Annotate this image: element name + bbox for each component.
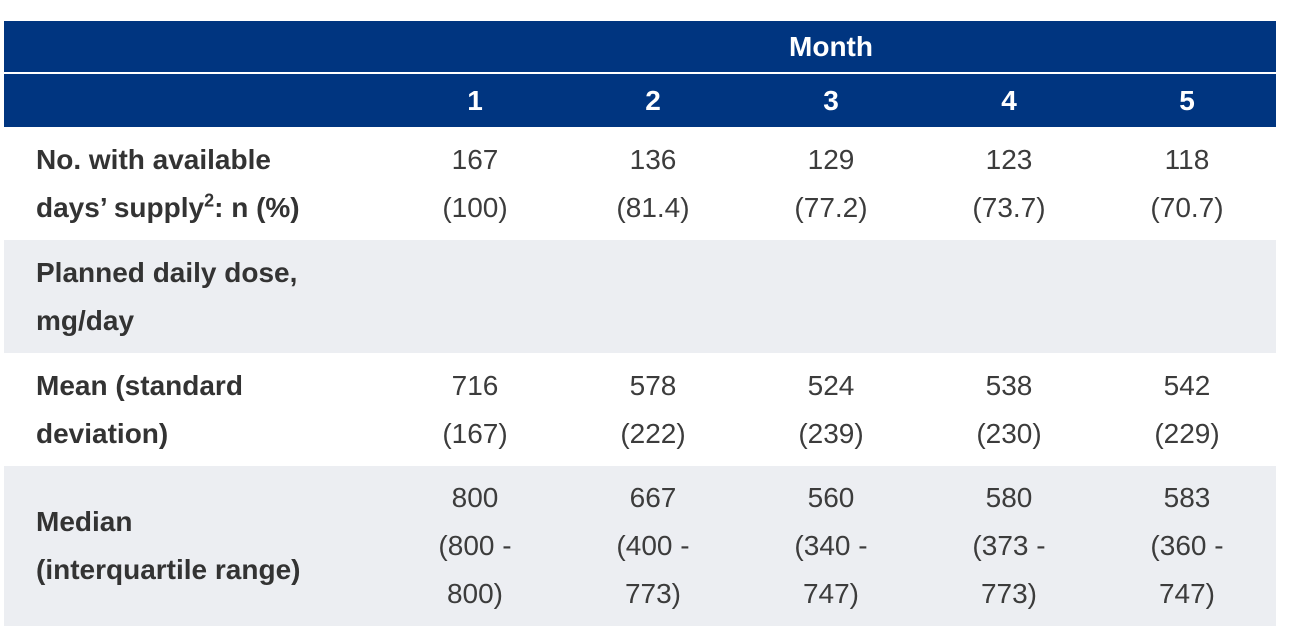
cell-month-5: 118 (70.7) <box>1150 143 1224 223</box>
cell-month-1: 800 (800 - 800) <box>438 482 512 609</box>
cell-month-3: 129 (77.2) <box>794 143 868 223</box>
cell-month-2: 136 (81.4) <box>616 143 690 223</box>
footnote-marker: 2 <box>204 190 215 211</box>
row-label-line1: No. with available <box>36 143 271 175</box>
cell-month-5: 583 (360 - 747) <box>1150 482 1224 609</box>
cell-month-2: 667 (400 - 773) <box>616 482 690 609</box>
header-month-row: Month <box>4 21 1276 74</box>
row-label: No. with available days’ supply2: n (%) <box>4 136 386 232</box>
dose-table: Month 1 2 3 4 5 No. with available days’… <box>4 21 1276 626</box>
header-columns-row: 1 2 3 4 5 <box>4 74 1276 127</box>
cell-month-4: 123 (73.7) <box>972 143 1046 223</box>
cell-month-5: 542 (229) <box>1154 369 1220 449</box>
cell-month-3: 560 (340 - 747) <box>794 482 868 609</box>
table-row-planned-dose: Planned daily dose, mg/day <box>4 240 1276 353</box>
cell-month-4: 580 (373 - 773) <box>972 482 1046 609</box>
row-label: Mean (standard deviation) <box>36 369 243 449</box>
row-label-line2-pre: days’ supply <box>36 191 205 223</box>
column-header-4: 4 <box>1001 84 1017 116</box>
row-label: Median (interquartile range) <box>36 506 301 585</box>
table-row-median: Median (interquartile range) 800 (800 - … <box>4 466 1276 626</box>
cell-month-3: 524 (239) <box>798 369 864 449</box>
table-row-available-supply: No. with available days’ supply2: n (%) … <box>4 127 1276 240</box>
column-header-2: 2 <box>645 84 661 116</box>
column-header-1: 1 <box>467 84 483 116</box>
header-month-label: Month <box>789 30 873 62</box>
column-header-5: 5 <box>1179 84 1195 116</box>
cell-month-2: 578 (222) <box>620 369 686 449</box>
cell-month-4: 538 (230) <box>976 369 1042 449</box>
column-header-3: 3 <box>823 84 839 116</box>
table-row-mean: Mean (standard deviation) 716 (167) 578 … <box>4 353 1276 466</box>
row-label: Planned daily dose, mg/day <box>36 256 298 336</box>
cell-month-1: 716 (167) <box>442 369 508 449</box>
cell-month-1: 167 (100) <box>442 143 508 223</box>
row-label-line2-post: : n (%) <box>214 191 300 223</box>
